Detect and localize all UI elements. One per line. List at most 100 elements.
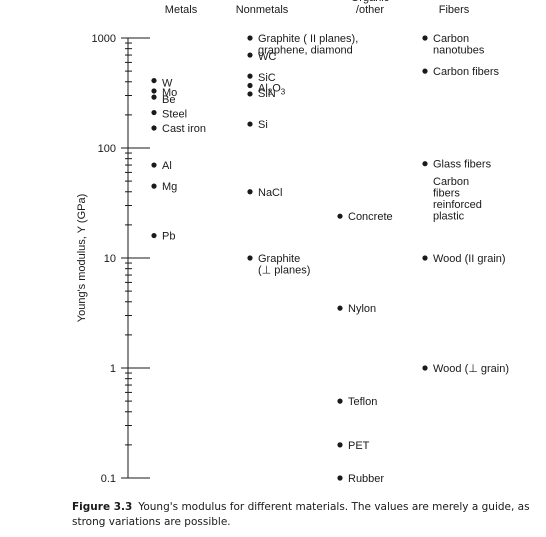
point-label: WC [258, 51, 276, 63]
point-label: Carbon [433, 33, 469, 45]
point-marker [151, 183, 157, 189]
data-point: Wood (⊥ grain) [422, 363, 509, 375]
point-label: Cast iron [162, 123, 206, 135]
point-label: nanotubes [433, 45, 485, 57]
point-marker [422, 365, 428, 371]
data-point: Si [247, 119, 268, 131]
point-marker [247, 82, 253, 89]
point-marker [337, 398, 343, 404]
point-marker [151, 77, 157, 84]
point-label: Glass fibers [433, 159, 492, 171]
data-point: Al [151, 160, 172, 172]
category-header: Metals [165, 4, 198, 16]
data-point: Be [151, 94, 175, 106]
y-axis-label: Young's modulus, Y (GPa) [76, 194, 88, 322]
point-label: reinforced [433, 199, 482, 211]
y-tick-label: 100 [98, 143, 116, 155]
data-point: Steel [151, 109, 187, 121]
point-label: Carbon [433, 176, 469, 188]
data-point: Nylon [337, 303, 376, 315]
point-marker [247, 52, 253, 58]
point-marker [422, 161, 428, 167]
point-label: (⊥ planes) [258, 265, 310, 277]
data-point: Carbon fibers [422, 66, 500, 78]
data-point: Mo [151, 87, 177, 99]
point-label: plastic [433, 211, 465, 223]
point-label: PET [348, 440, 370, 452]
y-tick-label: 10 [104, 253, 116, 265]
point-label: Wood (II grain) [433, 253, 506, 265]
point-marker [151, 162, 157, 168]
y-axis: 1000 100 10 1 0.1 [92, 33, 150, 485]
point-marker [151, 94, 157, 100]
point-marker [247, 35, 253, 41]
category-header: Nonmetals [236, 4, 289, 16]
data-point: W [151, 78, 173, 90]
point-marker [337, 475, 343, 481]
youngs-modulus-chart: 1000 100 10 1 0.1 Metals Nonmetals Organic/oth… [76, 0, 509, 485]
data-point: Rubber [337, 473, 384, 485]
point-marker [422, 68, 428, 74]
point-marker [247, 255, 253, 261]
point-marker [337, 442, 343, 448]
point-label: Carbon fibers [433, 66, 500, 78]
data-point: Mg [151, 181, 177, 193]
point-marker [247, 189, 253, 195]
point-label: SiC [258, 72, 276, 84]
y-tick-label: 1000 [92, 33, 116, 45]
point-marker [151, 88, 157, 94]
point-marker [247, 91, 253, 97]
point-marker [151, 125, 157, 131]
point-label: W [162, 78, 173, 90]
category-header: Fibers [439, 4, 470, 16]
point-label: Rubber [348, 473, 384, 485]
point-label: Teflon [348, 396, 377, 408]
point-label: Wood (⊥ grain) [433, 363, 509, 375]
point-label: Mg [162, 181, 177, 193]
category-header: Organic [351, 0, 390, 4]
data-point: SiN [247, 88, 276, 100]
point-marker [151, 232, 157, 239]
data-point: Glass fibers [422, 159, 492, 171]
point-marker [247, 73, 253, 79]
point-marker [151, 109, 157, 116]
y-tick-label: 1 [110, 363, 116, 375]
data-point: WC [247, 51, 276, 63]
data-point: Al2​O3​ [247, 82, 286, 96]
point-label: Graphite ( II planes), [258, 33, 358, 45]
point-label: Steel [162, 109, 187, 121]
point-label: Nylon [348, 303, 376, 315]
category-headers: Metals Nonmetals Organic/other Fibers [165, 0, 470, 16]
data-point: NaCl [247, 187, 282, 199]
category-header: /other [356, 4, 384, 16]
point-marker [422, 255, 428, 261]
point-label: Mo [162, 87, 177, 99]
point-label: NaCl [258, 187, 282, 199]
figure-caption: Figure 3.3 Young's modulus for different … [72, 500, 534, 530]
data-point: SiC [247, 72, 276, 84]
point-label: Si [258, 119, 268, 131]
y-tick-label: 0.1 [101, 473, 116, 485]
point-marker [247, 121, 253, 127]
point-label: Be [162, 94, 175, 106]
data-point: Teflon [337, 396, 377, 408]
point-marker [337, 305, 343, 311]
data-point: Graphite ( II planes),graphene, diamond [247, 33, 358, 57]
data-point: Concrete [337, 211, 393, 223]
figure-number: Figure 3.3 [72, 501, 133, 513]
data-point: PET [337, 440, 370, 452]
point-marker [337, 213, 343, 219]
data-point: Wood (II grain) [422, 253, 506, 265]
caption-text: Young's modulus for different materials.… [72, 501, 530, 528]
point-label: fibers [433, 188, 460, 200]
data-point: Graphite(⊥ planes) [247, 253, 310, 277]
point-label: graphene, diamond [258, 45, 353, 57]
point-label: Al [162, 160, 172, 172]
point-label: Pb [162, 231, 175, 243]
data-point: Pb [151, 231, 175, 243]
point-label: Graphite [258, 253, 300, 265]
point-label: Concrete [348, 211, 393, 223]
